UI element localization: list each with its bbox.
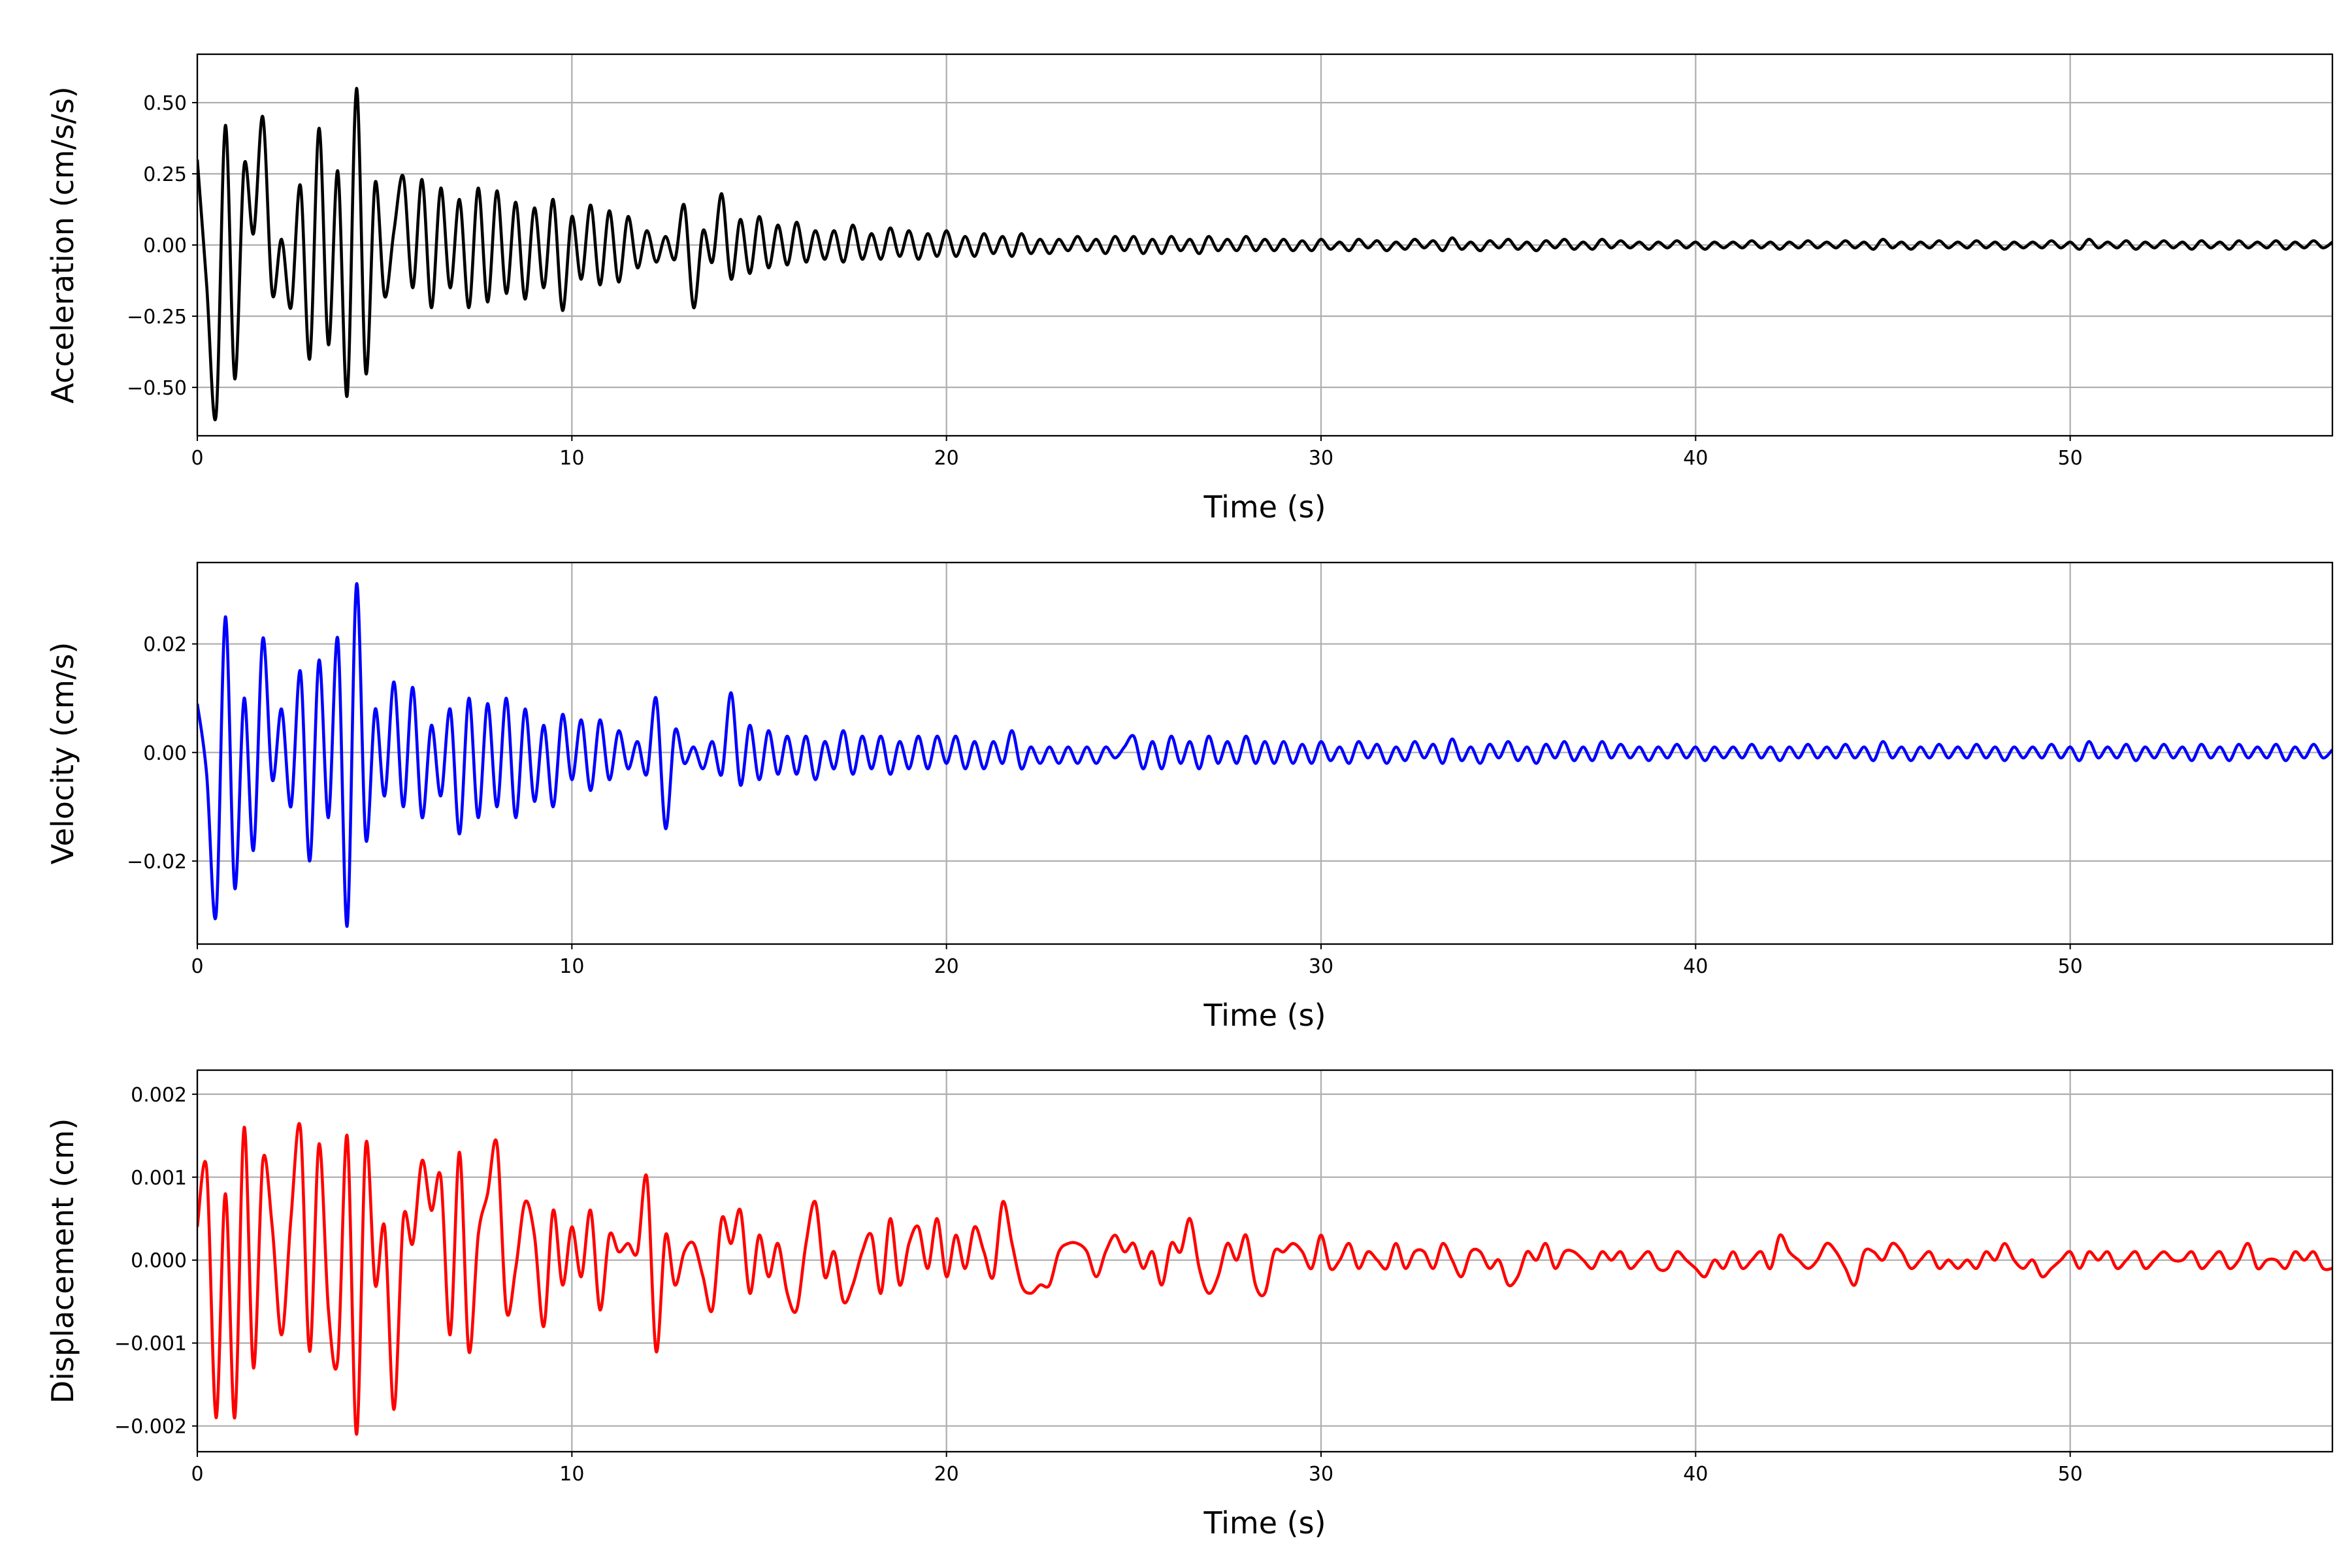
x-axis-label: Time (s) [1203,489,1326,525]
displacement-series-line [197,1122,2332,1436]
x-tick-label: 0 [191,447,203,470]
x-tick-label: 40 [1683,955,1708,978]
acceleration-series-line [197,86,2332,421]
x-tick-label: 20 [934,447,959,470]
x-tick-label: 50 [2058,447,2083,470]
y-tick-label: 0.02 [143,634,187,657]
y-axis-label: Acceleration (cm/s/s) [45,86,80,403]
y-axis-label: Displacement (cm) [45,1119,80,1404]
y-tick-label: 0.50 [143,92,187,115]
y-tick-label: −0.50 [127,377,187,400]
y-tick-label: −0.002 [114,1416,187,1439]
y-tick-label: 0.00 [143,235,187,257]
x-tick-label: 50 [2058,1463,2083,1486]
x-tick-label: 20 [934,955,959,978]
axes-frame [196,53,2334,437]
x-axis-label: Time (s) [1203,1505,1326,1541]
y-tick-label: 0.000 [131,1250,187,1273]
subplot-velocity: 0 10 20 30 40 50 −0.02 0.00 0.02 Time (s) Velocity… [45,561,2334,1033]
y-tick-label: −0.02 [127,851,187,874]
x-tick-label: 10 [559,1463,584,1486]
x-tick-label: 20 [934,1463,959,1486]
y-tick-label: 0.001 [131,1167,187,1190]
y-tick-label: 0.00 [143,742,187,765]
subplot-acceleration: 0 10 20 30 40 50 −0.50 −0.25 0.00 0.25 0.50 Time (s… [45,53,2334,525]
axes-frame [196,561,2334,945]
y-tick-label: −0.001 [114,1333,187,1356]
x-tick-label: 40 [1683,1463,1708,1486]
axes-frame [196,1069,2334,1453]
y-tick-label: 0.002 [131,1084,187,1107]
x-tick-label: 10 [559,955,584,978]
x-tick-label: 30 [1309,1463,1333,1486]
y-tick-label: 0.25 [143,163,187,186]
y-tick-label: −0.25 [127,306,187,329]
x-tick-label: 0 [191,955,203,978]
subplot-displacement: 0 10 20 30 40 50 −0.002 −0.001 0.000 0.001 0.002 Ti… [45,1069,2334,1541]
x-tick-label: 50 [2058,955,2083,978]
x-tick-label: 10 [559,447,584,470]
x-tick-label: 30 [1309,447,1333,470]
x-tick-label: 30 [1309,955,1333,978]
x-axis-label: Time (s) [1203,998,1326,1033]
x-tick-label: 40 [1683,447,1708,470]
y-axis-label: Velocity (cm/s) [45,642,80,865]
velocity-series-line [197,582,2332,928]
x-tick-label: 0 [191,1463,203,1486]
